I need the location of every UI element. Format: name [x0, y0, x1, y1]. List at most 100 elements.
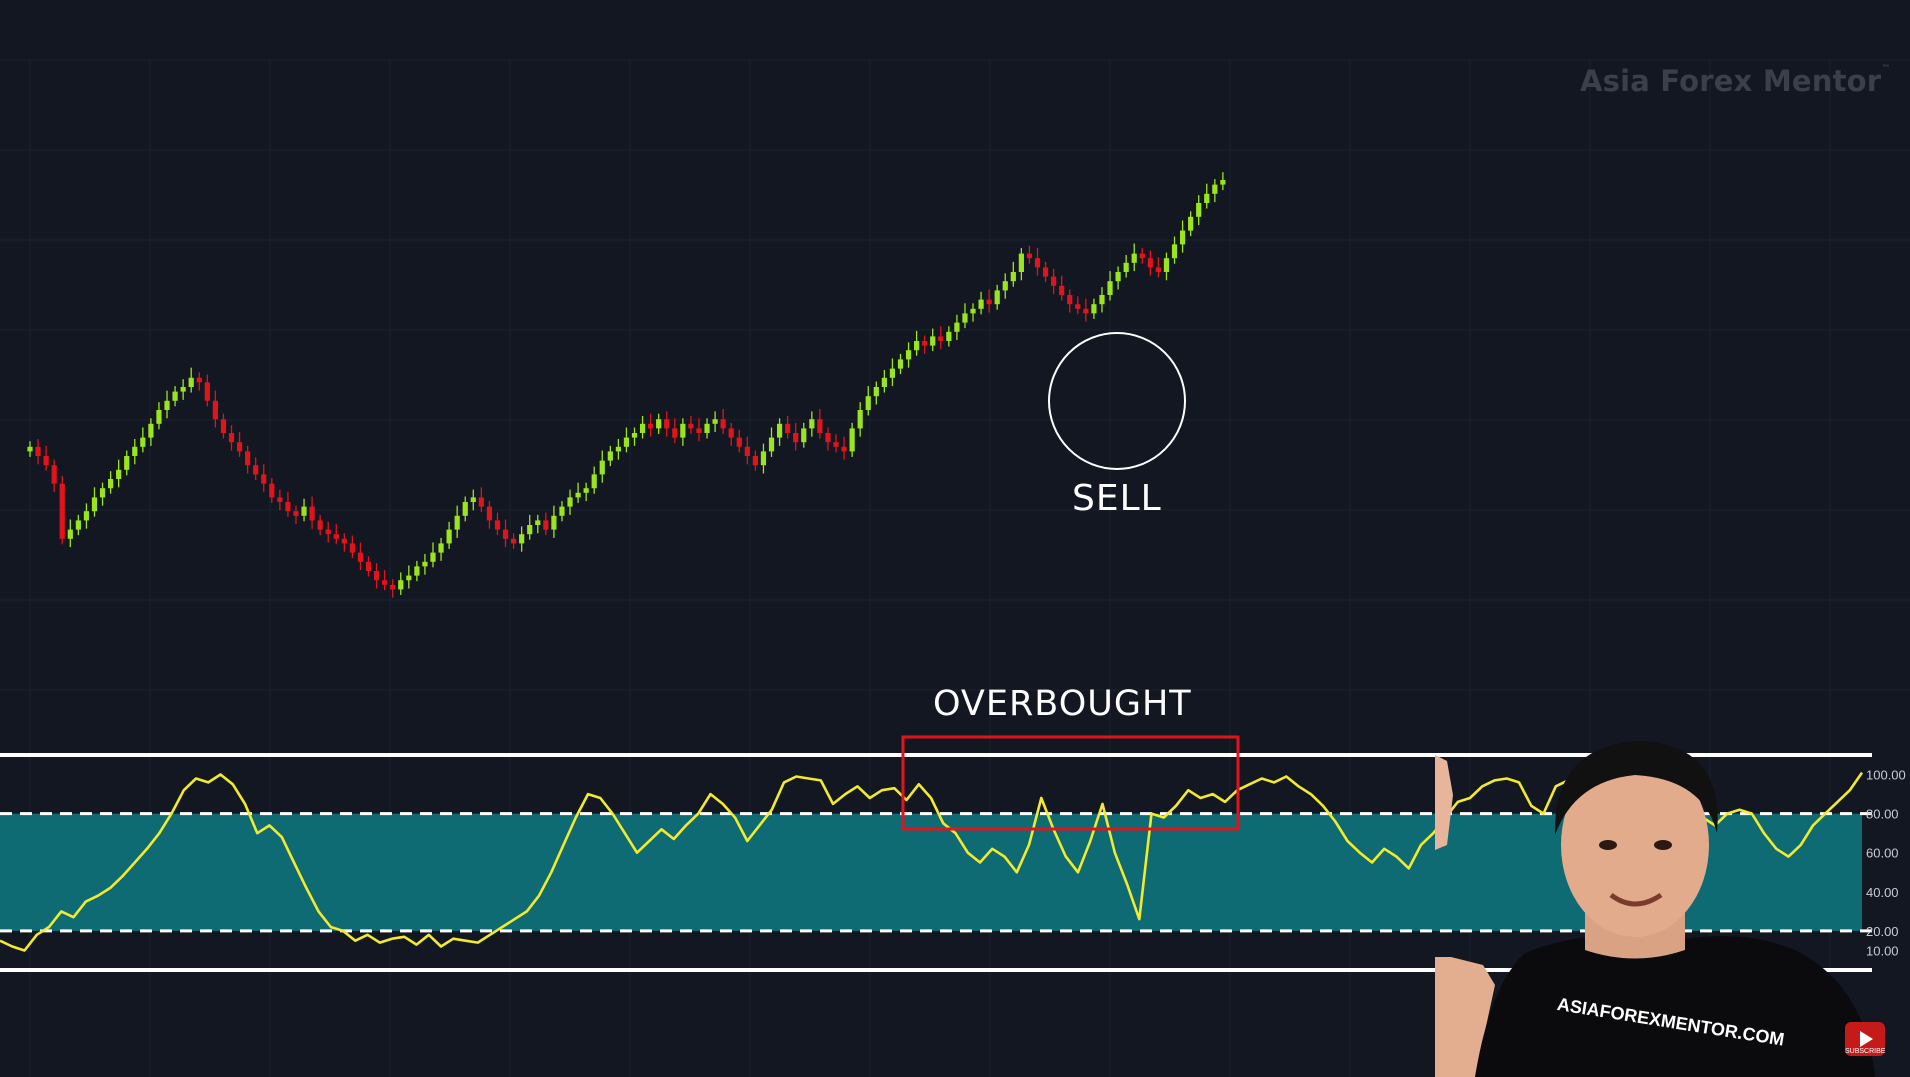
candle-body [1171, 244, 1178, 259]
candle-body [519, 534, 525, 544]
oscillator-y-tick-label: 100.00 [1866, 768, 1906, 783]
candle-body [1123, 262, 1129, 272]
candle-body [269, 483, 275, 498]
candle-body [1155, 267, 1161, 272]
candle-body [857, 410, 863, 429]
candle-body [83, 511, 90, 521]
candle-body [430, 552, 436, 562]
candle-body [1042, 267, 1049, 277]
candle-body [228, 433, 235, 443]
candle-body [454, 515, 460, 530]
presenter-video: ASIAFOREXMENTOR.COM [1435, 741, 1875, 1077]
candle-body [511, 538, 517, 544]
candle-body [551, 515, 557, 530]
candle-body [599, 460, 605, 475]
candle-body [220, 419, 227, 433]
candle-body [970, 308, 976, 314]
candle-body [1051, 276, 1057, 286]
candle-body [486, 506, 493, 521]
sell-label: SELL [1072, 478, 1162, 519]
candle-body [648, 423, 654, 429]
candle-body [188, 377, 194, 387]
candle-body [1115, 272, 1121, 282]
candle-body [462, 502, 468, 516]
candle-body [881, 377, 887, 387]
candle-body [680, 423, 686, 438]
candle-body [108, 479, 114, 489]
candle-body [1163, 258, 1170, 272]
candle-body [43, 456, 49, 466]
candle-body [656, 419, 662, 429]
candle-body [841, 446, 847, 452]
presenter-face [1561, 753, 1709, 937]
presenter-hair [1554, 741, 1718, 835]
oscillator-line [0, 771, 1864, 952]
candle-body [994, 290, 1000, 305]
candle-body [938, 336, 944, 341]
candle-body [930, 336, 936, 346]
presenter-body [1475, 936, 1875, 1077]
candle-body [1220, 180, 1226, 185]
candle-body [575, 492, 581, 498]
oscillator-y-tick-label: 60.00 [1866, 846, 1899, 861]
candle-body [390, 584, 396, 590]
candle-body [365, 561, 372, 571]
candle-body [946, 331, 952, 341]
candle-body [357, 552, 364, 562]
candle-body [301, 506, 307, 516]
overbought-highlight-box [901, 735, 1240, 831]
candle-body [567, 497, 573, 507]
candle-body [833, 442, 839, 447]
candle-body [382, 580, 388, 585]
oscillator-y-axis: 10.00 20.00 40.00 60.00 80.00 100.00 [1866, 768, 1906, 959]
candle-body [1002, 281, 1008, 291]
candle-body [914, 341, 920, 351]
candle-body [744, 446, 750, 456]
candle-body [75, 520, 81, 530]
oscillator-band [0, 813, 1862, 931]
candle-body [1075, 304, 1081, 309]
candle-body [1188, 216, 1194, 231]
candle-body [672, 428, 678, 438]
candle-body [398, 580, 404, 590]
candle-body [1131, 253, 1137, 263]
candle-body [527, 525, 533, 535]
candle-body [164, 400, 170, 410]
candle-body [325, 529, 331, 535]
overbought-label: OVERBOUGHT [933, 684, 1192, 724]
candle-body [1010, 272, 1016, 282]
candle-body [236, 442, 243, 452]
candle-body [776, 423, 783, 438]
candle-body [502, 529, 509, 539]
candle-body [478, 497, 484, 507]
candle-body [59, 483, 65, 539]
candle-body [664, 419, 670, 429]
youtube-subscribe-label[interactable]: SUBSCRIBE [1845, 1048, 1886, 1055]
candle-body [91, 497, 98, 512]
candle-body [962, 313, 968, 323]
candle-body [277, 497, 283, 502]
candle-body [639, 423, 646, 433]
candle-body [67, 529, 73, 539]
candle-body [889, 368, 896, 378]
candle-body [543, 520, 549, 530]
candle-body [978, 299, 984, 309]
candle-body [333, 534, 339, 539]
candle-body [559, 506, 565, 516]
price-candles [27, 172, 1226, 598]
candle-body [406, 575, 412, 581]
youtube-subscribe-icon[interactable] [1845, 1022, 1885, 1056]
candle-body [470, 497, 476, 502]
candle-body [897, 359, 904, 369]
candle-body [212, 400, 218, 420]
oscillator-panel [0, 753, 1872, 972]
candle-body [446, 529, 452, 544]
candle-body [1099, 295, 1105, 305]
candle-body [245, 451, 251, 466]
candle-body [817, 419, 823, 433]
candle-body [736, 437, 742, 447]
candle-body [253, 465, 259, 475]
oscillator-y-tick-label: 20.00 [1866, 924, 1899, 939]
candle-body [1204, 193, 1210, 203]
